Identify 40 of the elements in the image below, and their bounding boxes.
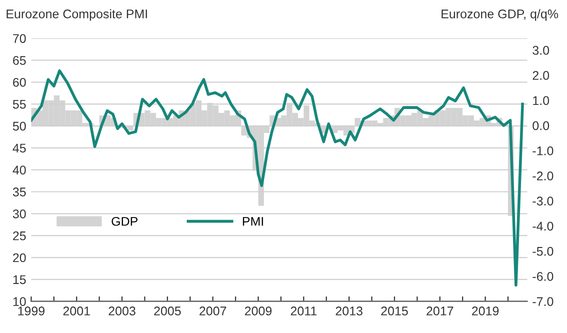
x-tick-label: 2011 bbox=[290, 306, 316, 316]
y2-tick-label: 0.0 bbox=[532, 121, 550, 130]
y-tick-label: 70 bbox=[13, 34, 26, 43]
y-tick-label: 55 bbox=[12, 100, 26, 109]
x-tick-label: 2017 bbox=[426, 306, 454, 316]
y-tick-label: 25 bbox=[13, 231, 26, 240]
legend-label: PMI bbox=[242, 217, 263, 226]
y2-tick-label: -1.0 bbox=[532, 146, 554, 156]
y-tick-label: 50 bbox=[12, 122, 26, 131]
y-tick-label: 45 bbox=[12, 144, 26, 153]
y2-axis-title: Eurozone GDP, q/q% bbox=[442, 9, 558, 21]
y2-tick-label: -2.0 bbox=[532, 172, 554, 180]
y-tick-label: 10 bbox=[13, 297, 26, 306]
x-tick-label: 2013 bbox=[336, 306, 362, 316]
x-tick-label: 2005 bbox=[154, 306, 181, 316]
y2-tick-label: -7.0 bbox=[532, 297, 554, 306]
y2-tick-label: -6.0 bbox=[532, 272, 554, 281]
y-tick-label: 20 bbox=[13, 253, 26, 262]
y-tick-label: 30 bbox=[12, 209, 26, 218]
x-tick-label: 2015 bbox=[381, 306, 408, 316]
y-tick-label: 35 bbox=[12, 188, 26, 196]
y2-tick-label: -4.0 bbox=[532, 222, 554, 231]
x-tick-label: 1999 bbox=[18, 306, 44, 316]
y-tick-label: 60 bbox=[13, 78, 26, 87]
y2-tick-label: 1.0 bbox=[533, 96, 550, 106]
x-tick-label: 2003 bbox=[108, 306, 136, 316]
x-tick-label: 2009 bbox=[244, 306, 272, 316]
x-tick-label: 2007 bbox=[200, 306, 226, 316]
line-series bbox=[31, 69, 524, 287]
legend-label: GDP bbox=[112, 216, 138, 226]
y2-tick-label: -5.0 bbox=[532, 246, 554, 256]
y2-tick-label: -3.0 bbox=[532, 196, 554, 206]
x-tick-label: 2001 bbox=[63, 306, 90, 316]
x-tick-label: 2019 bbox=[472, 306, 499, 316]
y-tick-label: 65 bbox=[13, 56, 26, 65]
y2-tick-label: 3.0 bbox=[532, 46, 550, 55]
chart-title: Eurozone Composite PMI bbox=[6, 9, 147, 21]
y-tick-label: 15 bbox=[13, 275, 26, 284]
y-tick-label: 40 bbox=[12, 166, 26, 174]
y2-tick-label: 2.0 bbox=[532, 71, 550, 80]
